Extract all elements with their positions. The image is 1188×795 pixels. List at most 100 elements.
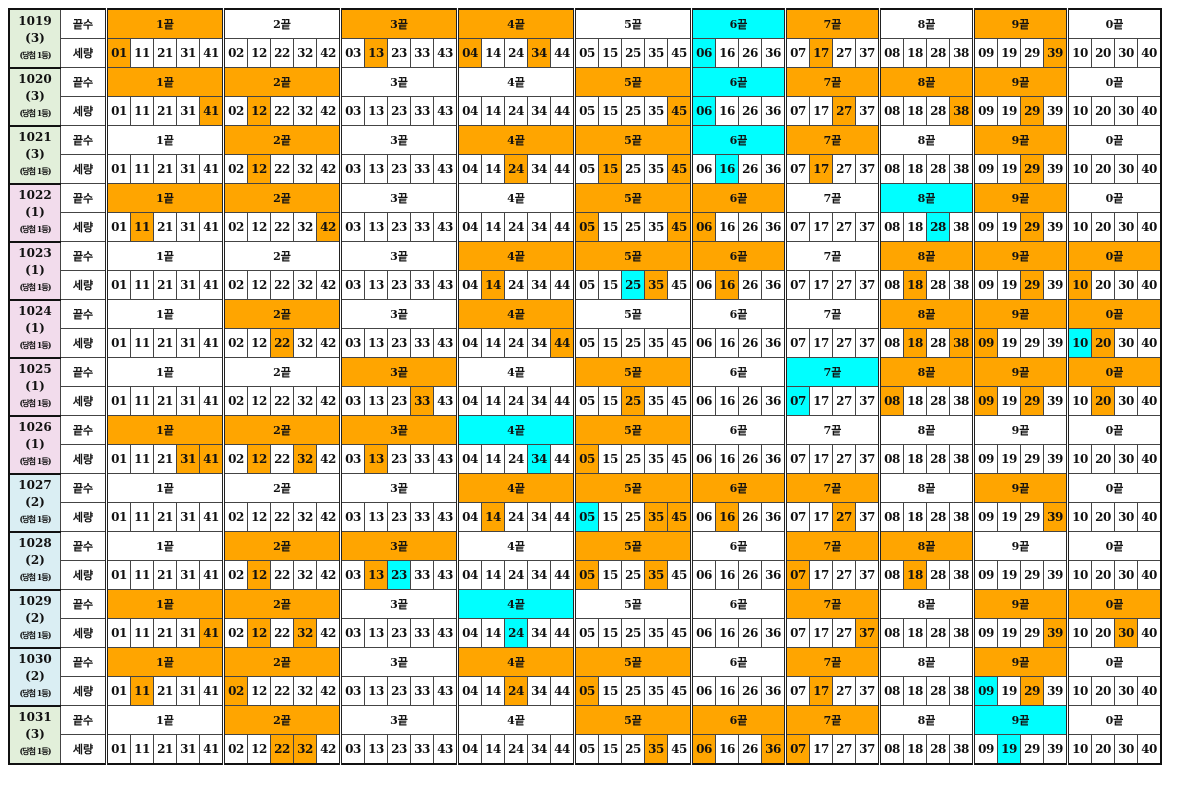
number-cell[interactable]: 24 bbox=[504, 38, 528, 68]
group-header-6끝[interactable]: 6끝 bbox=[690, 357, 786, 387]
number-cell[interactable]: 04 bbox=[456, 212, 482, 242]
group-header-1끝[interactable]: 1끝 bbox=[105, 299, 224, 329]
group-header-0끝[interactable]: 0끝 bbox=[1066, 125, 1162, 155]
number-cell[interactable]: 14 bbox=[481, 734, 505, 765]
number-cell[interactable]: 21 bbox=[153, 328, 177, 358]
number-cell[interactable]: 17 bbox=[809, 212, 833, 242]
number-cell[interactable]: 06 bbox=[690, 502, 716, 532]
number-cell[interactable]: 17 bbox=[809, 676, 833, 706]
number-cell[interactable]: 15 bbox=[598, 328, 622, 358]
number-cell[interactable]: 37 bbox=[855, 676, 880, 706]
number-cell[interactable]: 41 bbox=[199, 502, 224, 532]
number-cell[interactable]: 17 bbox=[809, 328, 833, 358]
group-header-3끝[interactable]: 3끝 bbox=[339, 647, 458, 677]
number-cell[interactable]: 22 bbox=[270, 96, 294, 126]
number-cell[interactable]: 41 bbox=[199, 386, 224, 416]
group-header-8끝[interactable]: 8끝 bbox=[878, 531, 974, 561]
number-cell[interactable]: 43 bbox=[433, 212, 458, 242]
number-cell[interactable]: 18 bbox=[903, 328, 927, 358]
number-cell[interactable]: 45 bbox=[667, 38, 692, 68]
number-cell[interactable]: 30 bbox=[1114, 386, 1138, 416]
number-cell[interactable]: 33 bbox=[410, 734, 434, 765]
number-cell[interactable]: 14 bbox=[481, 444, 505, 474]
number-cell[interactable]: 15 bbox=[598, 676, 622, 706]
number-cell[interactable]: 11 bbox=[130, 734, 154, 765]
number-cell[interactable]: 16 bbox=[715, 502, 739, 532]
number-cell[interactable]: 44 bbox=[550, 96, 575, 126]
number-cell[interactable]: 10 bbox=[1066, 154, 1092, 184]
number-cell[interactable]: 16 bbox=[715, 270, 739, 300]
number-cell[interactable]: 07 bbox=[784, 38, 810, 68]
number-cell[interactable]: 23 bbox=[387, 212, 411, 242]
number-cell[interactable]: 26 bbox=[738, 502, 762, 532]
number-cell[interactable]: 25 bbox=[621, 212, 645, 242]
number-cell[interactable]: 01 bbox=[105, 734, 131, 765]
number-cell[interactable]: 40 bbox=[1137, 444, 1162, 474]
number-cell[interactable]: 25 bbox=[621, 676, 645, 706]
number-cell[interactable]: 16 bbox=[715, 386, 739, 416]
number-cell[interactable]: 22 bbox=[270, 618, 294, 648]
group-header-1끝[interactable]: 1끝 bbox=[105, 647, 224, 677]
group-header-0끝[interactable]: 0끝 bbox=[1066, 589, 1162, 619]
number-cell[interactable]: 31 bbox=[176, 560, 200, 590]
number-cell[interactable]: 02 bbox=[222, 618, 248, 648]
number-cell[interactable]: 10 bbox=[1066, 734, 1092, 765]
number-cell[interactable]: 05 bbox=[573, 618, 599, 648]
number-cell[interactable]: 27 bbox=[832, 212, 856, 242]
number-cell[interactable]: 29 bbox=[1020, 328, 1044, 358]
number-cell[interactable]: 03 bbox=[339, 560, 365, 590]
number-cell[interactable]: 43 bbox=[433, 734, 458, 765]
group-header-2끝[interactable]: 2끝 bbox=[222, 415, 341, 445]
group-header-4끝[interactable]: 4끝 bbox=[456, 8, 575, 39]
number-cell[interactable]: 22 bbox=[270, 212, 294, 242]
number-cell[interactable]: 09 bbox=[972, 560, 998, 590]
number-cell[interactable]: 36 bbox=[761, 212, 786, 242]
number-cell[interactable]: 27 bbox=[832, 444, 856, 474]
number-cell[interactable]: 29 bbox=[1020, 734, 1044, 765]
number-cell[interactable]: 40 bbox=[1137, 328, 1162, 358]
number-cell[interactable]: 07 bbox=[784, 560, 810, 590]
group-header-1끝[interactable]: 1끝 bbox=[105, 357, 224, 387]
number-cell[interactable]: 10 bbox=[1066, 386, 1092, 416]
number-cell[interactable]: 27 bbox=[832, 676, 856, 706]
group-header-0끝[interactable]: 0끝 bbox=[1066, 415, 1162, 445]
number-cell[interactable]: 19 bbox=[997, 444, 1021, 474]
number-cell[interactable]: 17 bbox=[809, 270, 833, 300]
group-header-4끝[interactable]: 4끝 bbox=[456, 415, 575, 445]
number-cell[interactable]: 30 bbox=[1114, 676, 1138, 706]
number-cell[interactable]: 01 bbox=[105, 444, 131, 474]
number-cell[interactable]: 40 bbox=[1137, 560, 1162, 590]
number-cell[interactable]: 04 bbox=[456, 444, 482, 474]
number-cell[interactable]: 15 bbox=[598, 502, 622, 532]
number-cell[interactable]: 45 bbox=[667, 270, 692, 300]
number-cell[interactable]: 32 bbox=[293, 38, 317, 68]
group-header-0끝[interactable]: 0끝 bbox=[1066, 531, 1162, 561]
group-header-4끝[interactable]: 4끝 bbox=[456, 241, 575, 271]
number-cell[interactable]: 13 bbox=[364, 212, 388, 242]
number-cell[interactable]: 14 bbox=[481, 386, 505, 416]
number-cell[interactable]: 43 bbox=[433, 618, 458, 648]
number-cell[interactable]: 20 bbox=[1091, 154, 1115, 184]
number-cell[interactable]: 45 bbox=[667, 154, 692, 184]
number-cell[interactable]: 12 bbox=[247, 386, 271, 416]
number-cell[interactable]: 04 bbox=[456, 154, 482, 184]
number-cell[interactable]: 23 bbox=[387, 386, 411, 416]
number-cell[interactable]: 05 bbox=[573, 444, 599, 474]
number-cell[interactable]: 39 bbox=[1043, 38, 1068, 68]
group-header-4끝[interactable]: 4끝 bbox=[456, 125, 575, 155]
number-cell[interactable]: 10 bbox=[1066, 560, 1092, 590]
number-cell[interactable]: 04 bbox=[456, 502, 482, 532]
group-header-5끝[interactable]: 5끝 bbox=[573, 299, 692, 329]
number-cell[interactable]: 34 bbox=[527, 38, 551, 68]
number-cell[interactable]: 24 bbox=[504, 618, 528, 648]
number-cell[interactable]: 33 bbox=[410, 328, 434, 358]
group-header-5끝[interactable]: 5끝 bbox=[573, 415, 692, 445]
group-header-9끝[interactable]: 9끝 bbox=[972, 357, 1068, 387]
number-cell[interactable]: 30 bbox=[1114, 154, 1138, 184]
number-cell[interactable]: 37 bbox=[855, 734, 880, 765]
number-cell[interactable]: 18 bbox=[903, 212, 927, 242]
number-cell[interactable]: 41 bbox=[199, 618, 224, 648]
number-cell[interactable]: 45 bbox=[667, 734, 692, 765]
number-cell[interactable]: 14 bbox=[481, 618, 505, 648]
number-cell[interactable]: 01 bbox=[105, 502, 131, 532]
